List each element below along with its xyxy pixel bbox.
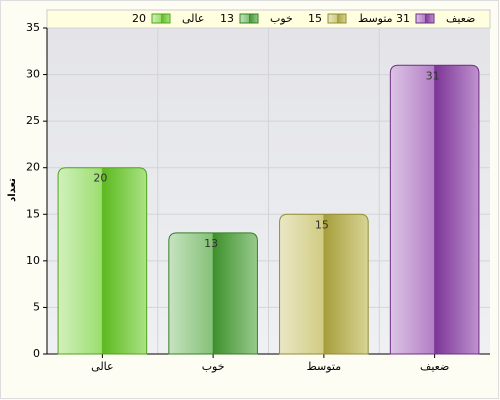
bar [389,64,480,355]
legend-label: خوب [270,12,293,25]
legend-label: ضعیف [446,12,475,25]
y-tick-label: 35 [26,21,40,34]
bar [168,232,258,355]
y-tick-label: 5 [33,300,40,313]
x-tick-label: ضعیف [420,360,449,373]
y-axis-label: تعداد [7,178,18,202]
legend-value: 15 [308,12,322,25]
value-label: 13 [204,237,218,250]
value-label: 31 [426,69,440,82]
legend-value: 31 [396,12,410,25]
legend-label: متوسط [358,12,393,25]
legend-value: 20 [132,12,146,25]
legend-swatch [151,13,171,24]
y-tick-label: 25 [26,114,40,127]
y-tick-label: 0 [33,347,40,360]
legend-swatch [239,13,259,24]
x-tick-label: عالی [91,360,113,373]
legend-swatch [415,13,435,24]
bar [279,213,369,355]
x-tick-label: متوسط [307,360,342,373]
y-tick-label: 20 [26,161,40,174]
x-tick-label: خوب [202,360,225,373]
legend-value: 13 [220,12,234,25]
legend-swatch [327,13,347,24]
legend-label: عالی [182,12,204,25]
value-label: 20 [93,172,107,185]
y-tick-label: 30 [26,68,40,81]
value-label: 15 [315,218,329,231]
y-tick-label: 10 [26,254,40,267]
bar [57,167,148,355]
y-tick-label: 15 [26,207,40,220]
